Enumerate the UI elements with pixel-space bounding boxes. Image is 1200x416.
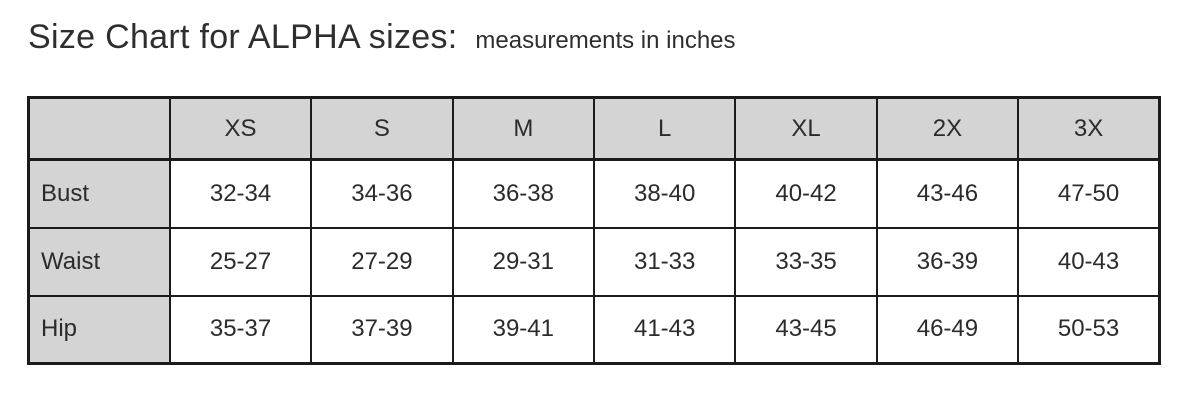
cell-hip-s: 37-39: [310, 294, 454, 365]
row-label-waist: Waist: [27, 226, 171, 297]
cell-bust-2x: 43-46: [875, 158, 1020, 229]
row-label-hip: Hip: [27, 294, 171, 365]
cell-bust-xs: 32-34: [168, 158, 313, 229]
cell-waist-s: 27-29: [310, 226, 454, 297]
column-header-s: S: [310, 96, 454, 161]
table-row-waist: Waist 25-27 27-29 29-31 31-33 33-35 36-3…: [27, 226, 1161, 297]
title-subtitle-text: measurements in inches: [475, 27, 736, 54]
cell-hip-m: 39-41: [451, 294, 596, 365]
cell-bust-l: 38-40: [592, 158, 737, 229]
column-header-l: L: [592, 96, 737, 161]
cell-waist-3x: 40-43: [1017, 226, 1161, 297]
column-header-3x: 3X: [1017, 96, 1161, 161]
column-header-m: M: [451, 96, 596, 161]
cell-bust-3x: 47-50: [1017, 158, 1161, 229]
title-main-text: Size Chart for ALPHA sizes:: [28, 18, 458, 56]
cell-bust-s: 34-36: [310, 158, 454, 229]
cell-waist-l: 31-33: [592, 226, 737, 297]
cell-hip-xl: 43-45: [734, 294, 878, 365]
cell-hip-2x: 46-49: [875, 294, 1020, 365]
table-header-row: XS S M L XL 2X 3X: [27, 96, 1161, 161]
cell-hip-l: 41-43: [592, 294, 737, 365]
table-row-hip: Hip 35-37 37-39 39-41 41-43 43-45 46-49 …: [27, 294, 1161, 365]
column-header-2x: 2X: [875, 96, 1020, 161]
cell-waist-xs: 25-27: [168, 226, 313, 297]
cell-waist-m: 29-31: [451, 226, 596, 297]
cell-waist-xl: 33-35: [734, 226, 878, 297]
cell-bust-xl: 40-42: [734, 158, 878, 229]
size-chart-table: XS S M L XL 2X 3X Bust 32-34 34-36 36-38…: [27, 96, 1161, 365]
cell-bust-m: 36-38: [451, 158, 596, 229]
row-label-bust: Bust: [27, 158, 171, 229]
table-row-bust: Bust 32-34 34-36 36-38 38-40 40-42 43-46…: [27, 158, 1161, 229]
column-header-xs: XS: [168, 96, 313, 161]
cell-hip-xs: 35-37: [168, 294, 313, 365]
cell-waist-2x: 36-39: [875, 226, 1020, 297]
corner-cell: [27, 96, 171, 161]
cell-hip-3x: 50-53: [1017, 294, 1161, 365]
column-header-xl: XL: [734, 96, 878, 161]
page-title: Size Chart for ALPHA sizes: measurements…: [28, 18, 736, 57]
